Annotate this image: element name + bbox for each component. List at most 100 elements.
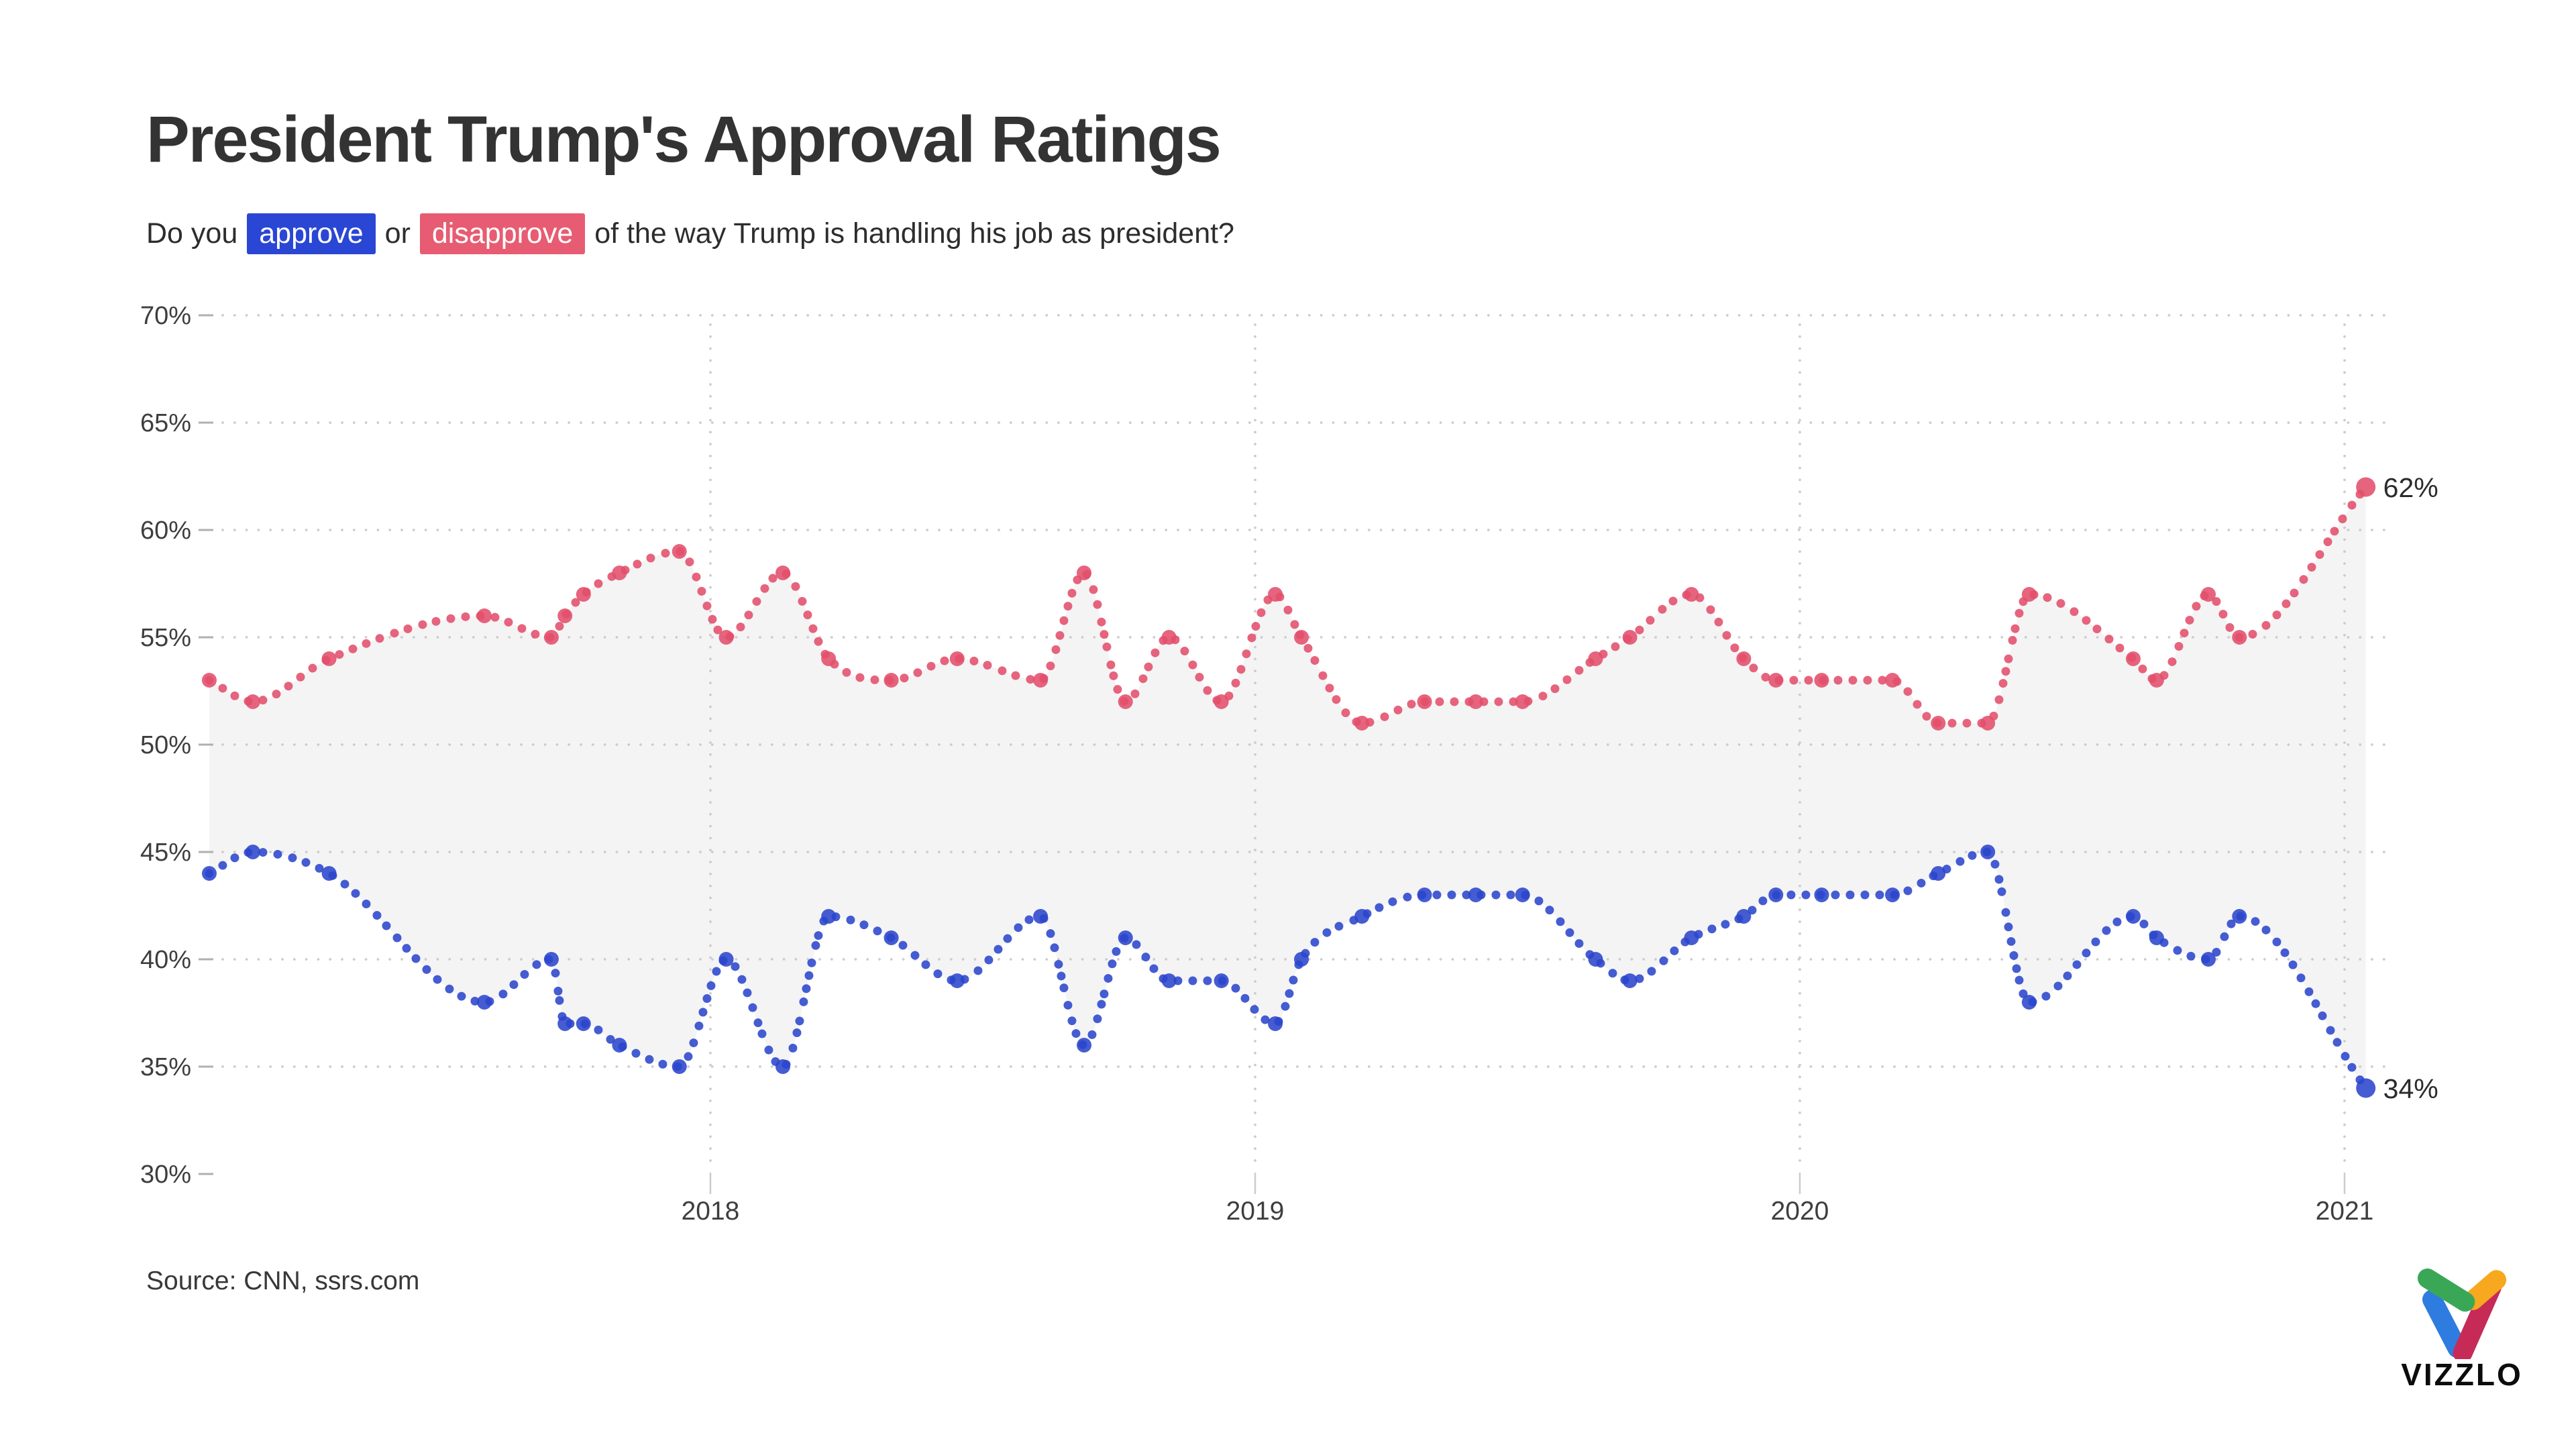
x-axis-label: 2019	[1226, 1197, 1285, 1226]
poll-dot-disapprove	[1814, 673, 1829, 688]
poll-dot-approve	[2201, 952, 2216, 967]
poll-dot-disapprove	[245, 694, 260, 709]
y-axis-label: 60%	[140, 517, 191, 545]
poll-dot-approve	[2356, 1078, 2376, 1098]
poll-dot-disapprove	[1354, 716, 1370, 731]
poll-dot-approve	[543, 952, 559, 967]
poll-dot-approve	[245, 845, 260, 859]
poll-dot-disapprove	[2356, 477, 2376, 497]
poll-dot-approve	[1588, 952, 1603, 967]
poll-dot-approve	[718, 952, 734, 967]
series-approve	[201, 845, 2376, 1098]
poll-dot-approve	[1214, 973, 1229, 988]
poll-dot-disapprove	[821, 651, 837, 666]
poll-dot-approve	[321, 866, 337, 881]
poll-dot-disapprove	[2125, 651, 2141, 666]
y-axis-label: 40%	[140, 946, 191, 974]
poll-dot-approve	[1294, 952, 1309, 967]
poll-dot-disapprove	[1588, 651, 1603, 666]
poll-dot-approve	[1354, 909, 1370, 924]
poll-dot-disapprove	[1268, 587, 1283, 602]
poll-dot-approve	[477, 995, 492, 1010]
poll-dot-approve	[1468, 888, 1483, 902]
poll-dot-approve	[1118, 930, 1133, 945]
chart-subtitle: Do you approve or disapprove of the way …	[146, 213, 1234, 254]
poll-dot-approve	[1417, 888, 1432, 902]
poll-dot-disapprove	[612, 566, 627, 580]
poll-dot-disapprove	[557, 608, 573, 623]
poll-dot-disapprove	[1515, 694, 1530, 709]
disapprove-highlight-chip: disapprove	[419, 213, 586, 254]
poll-dot-disapprove	[1931, 716, 1946, 731]
poll-dot-approve	[1033, 909, 1049, 924]
poll-dot-disapprove	[1077, 566, 1092, 580]
poll-dot-approve	[1980, 845, 1996, 859]
x-axis-labels: 2018 2019 2020 2021	[682, 1197, 2374, 1226]
poll-dot-disapprove	[576, 587, 591, 602]
y-axis-label: 50%	[140, 731, 191, 759]
poll-dot-approve	[1077, 1038, 1092, 1053]
poll-dot-disapprove	[718, 630, 734, 645]
poll-dot-disapprove	[2232, 630, 2247, 645]
poll-dot-disapprove	[883, 673, 899, 688]
poll-dot-approve	[1814, 888, 1829, 902]
poll-dot-approve	[2125, 909, 2141, 924]
poll-dot-approve	[672, 1059, 687, 1074]
poll-dot-disapprove	[1468, 694, 1483, 709]
poll-dot-approve	[883, 930, 899, 945]
poll-dot-disapprove	[1214, 694, 1229, 709]
poll-dot-disapprove	[1417, 694, 1432, 709]
poll-dot-approve	[1515, 888, 1530, 902]
poll-dot-disapprove	[672, 544, 687, 559]
poll-dot-disapprove	[477, 608, 492, 623]
series-disapprove	[201, 477, 2376, 731]
poll-dot-disapprove	[1885, 673, 1900, 688]
subtitle-suffix: of the way Trump is handling his job as …	[594, 217, 1234, 250]
y-axis-label: 35%	[140, 1053, 191, 1081]
y-axis-label: 70%	[140, 302, 191, 330]
poll-dot-approve	[2021, 995, 2037, 1010]
poll-dot-disapprove	[2201, 587, 2216, 602]
approve-highlight-chip: approve	[247, 213, 376, 254]
poll-dot-approve	[612, 1038, 627, 1053]
chart-title: President Trump's Approval Ratings	[146, 103, 1222, 176]
poll-dot-disapprove	[201, 673, 217, 688]
poll-dot-approve	[2232, 909, 2247, 924]
poll-dot-disapprove	[1294, 630, 1309, 645]
y-axis-label: 30%	[140, 1161, 191, 1189]
poll-dot-approve	[1161, 973, 1177, 988]
poll-dot-disapprove	[1118, 694, 1133, 709]
x-axis-label: 2018	[682, 1197, 740, 1226]
poll-dot-disapprove	[949, 651, 965, 666]
poll-dot-approve	[1268, 1016, 1283, 1031]
poll-dot-approve	[557, 1016, 573, 1031]
poll-dot-approve	[1885, 888, 1900, 902]
vizzlo-logo: VIZZLO	[2388, 1261, 2536, 1402]
poll-dot-disapprove	[1736, 651, 1752, 666]
vizzlo-logo-icon	[2417, 1268, 2507, 1359]
disapprove-end-label: 62%	[2383, 472, 2438, 503]
approve-end-label: 34%	[2383, 1073, 2438, 1104]
y-axis-label: 45%	[140, 839, 191, 867]
poll-dot-approve	[1622, 973, 1638, 988]
poll-dot-approve	[1736, 909, 1752, 924]
x-axis-label: 2021	[2316, 1197, 2374, 1226]
poll-dot-approve	[1684, 930, 1699, 945]
poll-dot-approve	[775, 1059, 790, 1074]
poll-dot-approve	[2149, 930, 2164, 945]
poll-dot-approve	[201, 866, 217, 881]
poll-dot-disapprove	[1622, 630, 1638, 645]
poll-dot-approve	[576, 1016, 591, 1031]
poll-dot-disapprove	[1980, 716, 1996, 731]
x-axis-label: 2020	[1771, 1197, 1829, 1226]
y-axis-labels: 70% 65% 60% 55% 50% 45% 40% 35% 30%	[140, 302, 191, 1189]
poll-dot-disapprove	[321, 651, 337, 666]
poll-dot-approve	[949, 973, 965, 988]
source-note: Source: CNN, ssrs.com	[146, 1267, 420, 1295]
end-labels: 62% 34%	[2383, 472, 2438, 1104]
poll-dot-disapprove	[775, 566, 790, 580]
poll-dot-disapprove	[543, 630, 559, 645]
poll-dot-disapprove	[1161, 630, 1177, 645]
